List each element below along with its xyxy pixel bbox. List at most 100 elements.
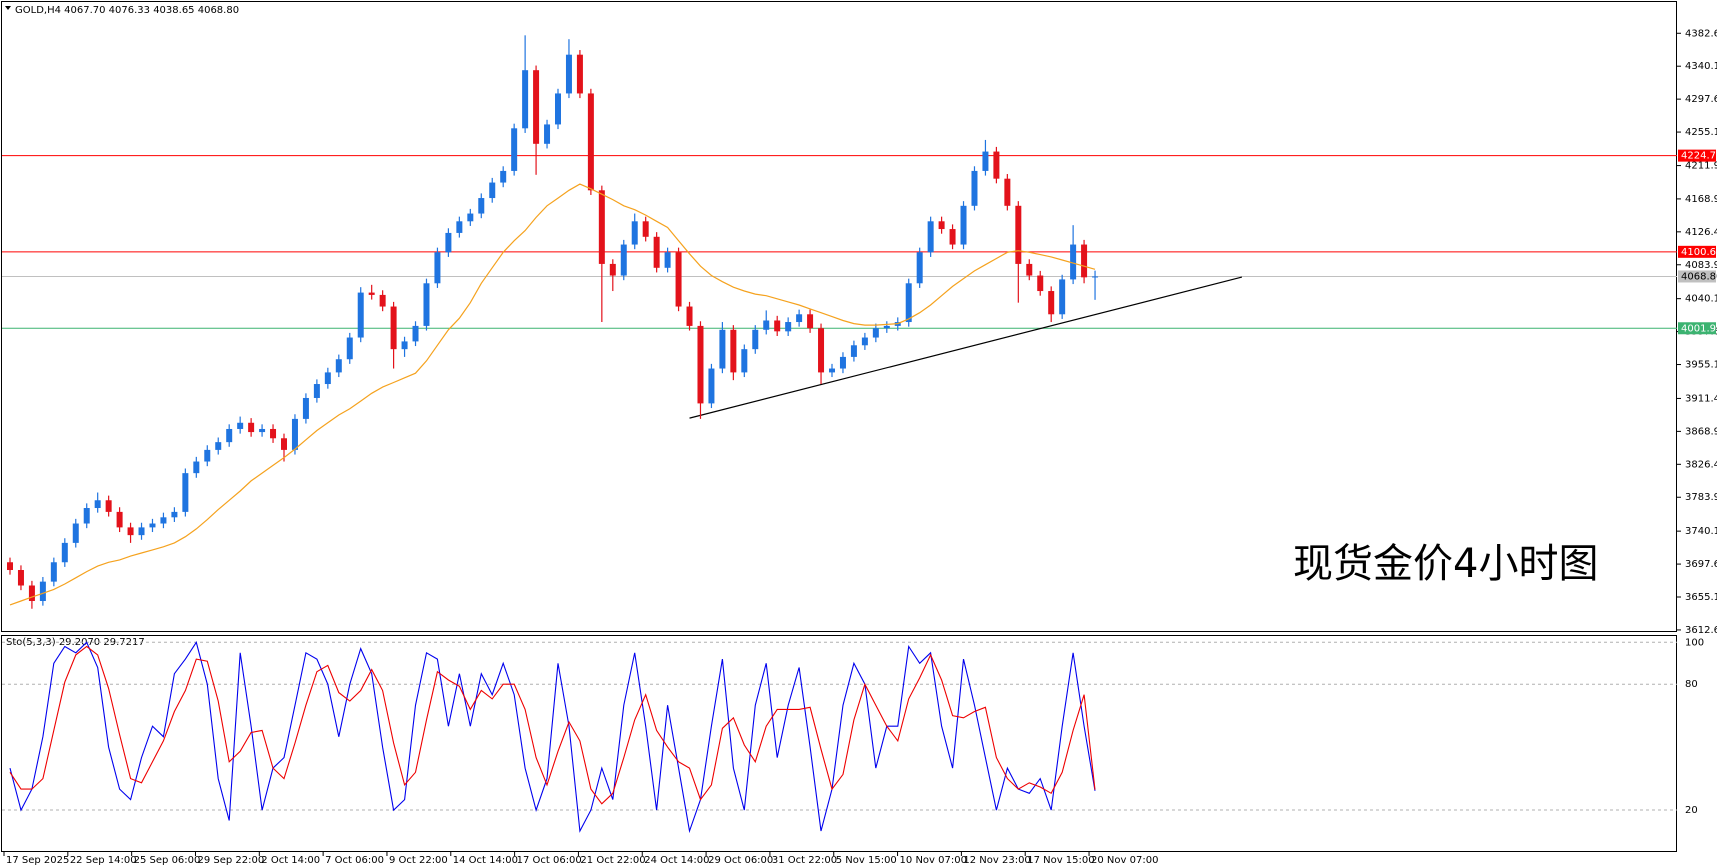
candle-body <box>171 511 178 518</box>
candle-body <box>302 397 309 419</box>
candle-body <box>423 283 430 326</box>
candle-body <box>324 372 331 385</box>
moving-average <box>9 183 1096 606</box>
level-label-box <box>1678 245 1716 258</box>
candle-body <box>861 337 868 346</box>
candle-body <box>763 320 770 330</box>
candle-body <box>522 70 529 129</box>
candle-body <box>193 461 200 474</box>
candle-body <box>587 93 594 191</box>
candle-body <box>971 170 978 206</box>
y-tick-label: 20 <box>1685 805 1698 816</box>
candle-body <box>50 562 57 582</box>
candle-body <box>555 93 561 125</box>
candle-body <box>686 306 693 326</box>
y-tick-label: 3783.90 <box>1685 492 1717 503</box>
y-tick-label: 4297.65 <box>1685 94 1717 105</box>
y-tick-label: 3826.40 <box>1685 459 1717 470</box>
candle-body <box>664 252 671 268</box>
candle-body <box>335 359 342 373</box>
candle-body <box>544 124 551 144</box>
candle-body <box>1026 263 1033 276</box>
candle-body <box>796 314 803 323</box>
candle-body <box>105 500 112 512</box>
candle-body <box>807 314 814 329</box>
candle-body <box>1048 291 1055 315</box>
candle-body <box>1070 244 1077 280</box>
candle-body <box>127 527 134 536</box>
candle-body <box>248 422 255 433</box>
candle-body <box>741 349 748 373</box>
candle-body <box>1092 276 1099 278</box>
candle-body <box>346 337 353 360</box>
candle-body <box>94 500 101 509</box>
y-tick-label: 4255.15 <box>1685 127 1717 138</box>
candle-body <box>182 473 189 512</box>
y-tick-label: 4040.15 <box>1685 294 1717 305</box>
x-tick-label: 17 Oct 06:00 <box>517 855 582 866</box>
y-tick-label: 80 <box>1685 679 1698 690</box>
stoch-line <box>9 640 1096 834</box>
candle-body <box>434 252 441 284</box>
x-tick-label: 5 Nov 15:00 <box>836 855 897 866</box>
candle-body <box>7 562 13 571</box>
x-tick-label: 17 Nov 15:00 <box>1027 855 1094 866</box>
candle-body <box>259 428 266 433</box>
candle-body <box>511 128 518 171</box>
annotation: 现货金价4小时图 <box>1293 541 1598 587</box>
candle-body <box>281 438 287 450</box>
level-label-box <box>1678 270 1716 283</box>
stoch-panel-frame <box>1 635 1677 852</box>
y-tick-label: 100 <box>1685 637 1704 648</box>
candle-body <box>609 263 616 276</box>
y-tick-label: 3868.90 <box>1685 426 1717 437</box>
candle-body <box>390 306 397 350</box>
candle-body <box>565 54 572 94</box>
candle-body <box>138 527 145 536</box>
y-tick-label: 3911.40 <box>1685 393 1717 404</box>
candle-body <box>270 428 277 439</box>
candle-body <box>379 294 386 307</box>
candle-body <box>1081 244 1088 278</box>
level-label: 4068.80 <box>1681 271 1717 282</box>
x-tick-label: 9 Oct 22:00 <box>389 855 448 866</box>
candle-body <box>149 523 156 528</box>
candle-body <box>576 54 583 94</box>
candle-body <box>1037 275 1044 292</box>
x-tick-label: 2 Oct 14:00 <box>261 855 320 866</box>
candle-body <box>1004 178 1011 206</box>
candle-body <box>719 329 726 369</box>
x-tick-label: 29 Oct 06:00 <box>708 855 773 866</box>
y-tick-label: 4168.90 <box>1685 194 1717 205</box>
candle-body <box>982 151 989 171</box>
candle-body <box>116 511 123 528</box>
candle-body <box>72 523 79 543</box>
candle-body <box>730 329 737 373</box>
candle-body <box>533 70 540 144</box>
x-tick-label: 31 Oct 22:00 <box>772 855 837 866</box>
candle-body <box>927 221 934 253</box>
candle-body <box>993 151 1000 179</box>
candle-body <box>905 283 912 323</box>
x-tick-label: 22 Sep 14:00 <box>70 855 137 866</box>
candle-body <box>774 320 781 332</box>
candle-body <box>850 345 857 357</box>
candle-body <box>620 244 627 276</box>
candle-body <box>28 585 35 602</box>
candle-body <box>500 170 507 183</box>
candle-body <box>653 236 660 268</box>
candle-body <box>872 328 879 338</box>
candle-body <box>291 418 298 450</box>
candle-body <box>467 213 474 222</box>
candle-body <box>949 229 956 245</box>
x-tick-label: 24 Oct 14:00 <box>644 855 709 866</box>
candle-body <box>39 581 46 602</box>
y-tick-label: 4083.90 <box>1685 260 1717 271</box>
x-tick-label: 14 Oct 14:00 <box>453 855 518 866</box>
candle-body <box>708 368 715 404</box>
candle-body <box>401 341 408 350</box>
candle-body <box>478 198 485 214</box>
x-tick-label: 20 Nov 07:00 <box>1091 855 1158 866</box>
x-tick-label: 7 Oct 06:00 <box>325 855 384 866</box>
